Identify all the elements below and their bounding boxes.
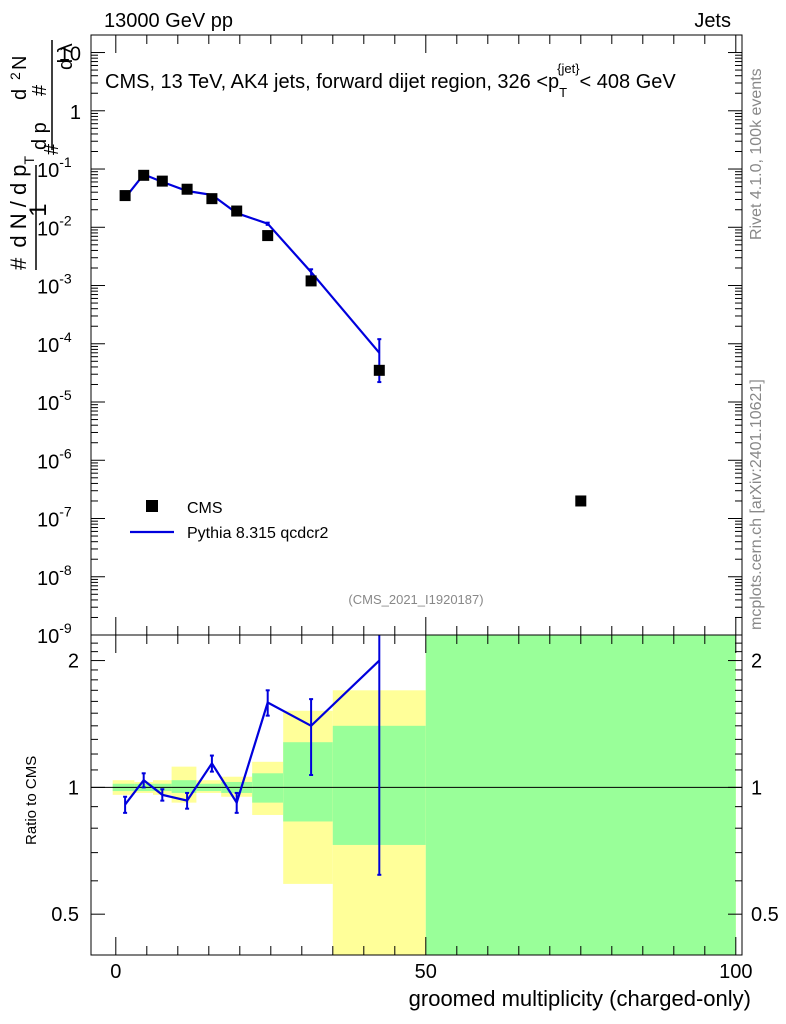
ytick-label-exp: -6 — [59, 445, 72, 461]
ratio-ticks — [91, 634, 742, 956]
ratio-ytick-label-right: 2 — [751, 651, 762, 673]
ylabel-hash: # — [6, 257, 31, 270]
cms-point — [119, 190, 131, 202]
xtick-label: 50 — [415, 961, 437, 983]
svg-text:d p: d p — [29, 122, 51, 150]
ratio-band-inner — [425, 635, 736, 955]
ytick-label-exp: -2 — [59, 212, 72, 228]
ratio-frame — [90, 634, 743, 956]
svg-text:d: d — [9, 89, 31, 100]
ratio-ytick-label-right: 0.5 — [751, 904, 779, 926]
ratio-ylabel: Ratio to CMS — [23, 756, 40, 845]
ytick-label-exp: -4 — [59, 329, 72, 345]
ratio-xtick-labels: 0 50 100 — [110, 961, 752, 983]
cms-point — [231, 205, 243, 217]
ytick-label: 10-1 — [37, 154, 72, 182]
mc-line — [124, 173, 381, 354]
cms-point — [262, 230, 274, 242]
ytick-label: 10-5 — [37, 387, 72, 415]
cms-point — [305, 275, 317, 287]
ytick-label-exp: -3 — [59, 271, 72, 287]
ytick-label: 1 — [70, 102, 81, 124]
xtick-label: 0 — [110, 961, 121, 983]
ytick-label-exp: -1 — [59, 154, 72, 170]
rivet-label: Rivet 4.1.0, 100k events — [748, 68, 765, 240]
ytick-label-exp: -7 — [59, 504, 72, 520]
ytick-label-exp: -8 — [59, 562, 72, 578]
ratio-ytick-label: 0.5 — [51, 904, 79, 926]
ytick-label: 10-8 — [37, 562, 72, 590]
cms-point — [138, 169, 150, 181]
plot-title: CMS, 13 TeV, AK4 jets, forward dijet reg… — [105, 61, 676, 100]
ytick-label: 10-3 — [37, 271, 72, 299]
main-ticks — [91, 34, 742, 636]
ratio-mc-series — [123, 635, 382, 876]
ratio-ytick-label: 1 — [68, 777, 79, 799]
main-frame — [90, 34, 743, 636]
xlabel: groomed multiplicity (charged-only) — [409, 986, 751, 1011]
title-suffix: < 408 GeV — [580, 71, 677, 93]
ytick-label: 10-7 — [37, 504, 72, 532]
legend-cms-label: CMS — [187, 500, 223, 517]
ratio-bands — [112, 635, 736, 955]
ytick-label: 10-9 — [37, 620, 72, 648]
svg-text:#: # — [29, 84, 51, 96]
ratio-ytick-label: 2 — [68, 651, 79, 673]
ytick-label: 10-4 — [37, 329, 72, 357]
mcplots-label: mcplots.cern.ch [arXiv:2401.10621] — [748, 379, 765, 630]
title-prefix: CMS, 13 TeV, AK4 jets, forward dijet reg… — [105, 71, 559, 93]
main-mc-series — [123, 173, 382, 384]
svg-text:N: N — [9, 56, 31, 70]
ratio-ytick-labels: 0.5 1 2 — [51, 651, 79, 927]
legend-mc-label: Pythia 8.315 qcdcr2 — [187, 525, 329, 542]
main-data-series — [119, 169, 587, 507]
svg-text:1: 1 — [25, 203, 52, 216]
ytick-label-exp: -5 — [59, 387, 72, 403]
ratio-ytick-label-right: 1 — [751, 777, 762, 799]
legend: CMS Pythia 8.315 qcdcr2 — [130, 500, 329, 542]
ratio-band-inner — [252, 773, 284, 803]
cms-point — [156, 175, 168, 187]
ytick-label: 10-6 — [37, 445, 72, 473]
cms-point — [575, 495, 587, 507]
svg-text:d λ: d λ — [55, 43, 77, 70]
legend-cms-marker — [146, 500, 158, 512]
main-ylabel: # d N / d pT 1 # d p # d 2 N d λ — [6, 40, 77, 270]
ytick-label: 10 — [59, 44, 81, 66]
header-left: 13000 GeV pp — [104, 10, 233, 32]
header-right: Jets — [694, 10, 731, 32]
ratio-band-inner — [283, 742, 333, 822]
analysis-id: (CMS_2021_I1920187) — [348, 592, 483, 607]
ratio-band-inner — [171, 780, 197, 793]
title-sup: {jet} — [557, 61, 580, 76]
ratio-ytick-labels-right: 0.5 1 2 — [751, 651, 779, 927]
xtick-label: 100 — [719, 961, 752, 983]
cms-point — [206, 193, 218, 205]
ytick-label-exp: -9 — [59, 620, 72, 636]
title-sub: T — [559, 85, 567, 100]
svg-text:2: 2 — [7, 72, 23, 80]
cms-point — [373, 364, 385, 376]
svg-text:# d N / d pT: # d N / d pT — [6, 155, 37, 270]
cms-point — [181, 183, 193, 195]
